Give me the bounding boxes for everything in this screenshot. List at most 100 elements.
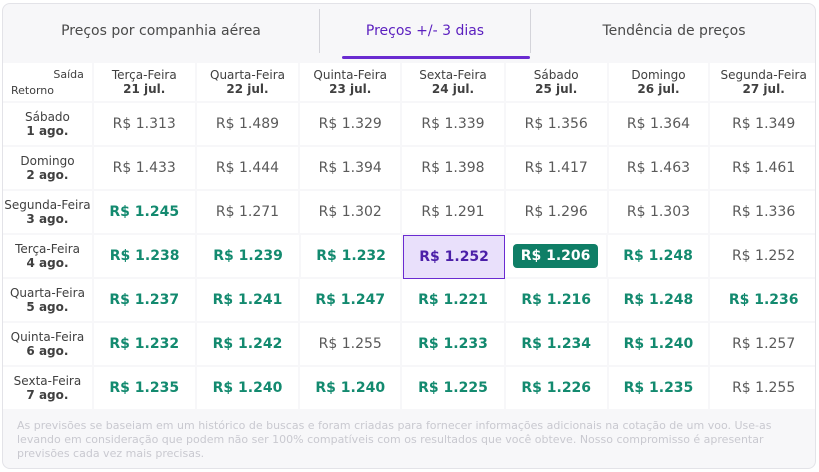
price-cell[interactable]: R$ 1.221 xyxy=(402,279,504,321)
price-cell[interactable]: R$ 1.313 xyxy=(93,103,195,145)
return-date-row: Terça-Feira 4 ago. R$ 1.238 R$ 1.239 R$ 1.23… xyxy=(3,235,815,279)
weekday-label: Quinta-Feira xyxy=(10,330,85,344)
departure-date-header: Quarta-Feira 22 jul. xyxy=(196,63,299,101)
price-cell[interactable]: R$ 1.240 xyxy=(608,323,709,365)
price-cell[interactable]: R$ 1.240 xyxy=(196,367,299,409)
weekday-label: Domingo xyxy=(631,68,686,82)
price-cell[interactable]: R$ 1.364 xyxy=(608,103,709,145)
price-cell[interactable]: R$ 1.329 xyxy=(300,103,401,145)
price-cell[interactable]: R$ 1.356 xyxy=(505,103,607,145)
departure-date-header: Domingo 26 jul. xyxy=(608,63,709,101)
departure-date-header: Quinta-Feira 23 jul. xyxy=(300,63,401,101)
price-cell[interactable]: R$ 1.248 xyxy=(608,279,709,321)
tab-bar: Preços por companhia aérea Preços +/- 3 … xyxy=(3,4,815,59)
price-cell[interactable]: R$ 1.238 xyxy=(94,235,196,277)
price-cell[interactable]: R$ 1.248 xyxy=(608,235,709,277)
weekday-label: Domingo xyxy=(20,154,75,168)
price-cell[interactable]: R$ 1.240 xyxy=(300,367,401,409)
tab-prices-by-airline[interactable]: Preços por companhia aérea xyxy=(61,23,261,39)
price-cell[interactable]: R$ 1.234 xyxy=(505,323,607,365)
departure-date-header: Sábado 25 jul. xyxy=(505,63,607,101)
weekday-label: Sexta-Feira xyxy=(13,374,82,388)
price-cell[interactable]: R$ 1.225 xyxy=(402,367,504,409)
price-calendar-card: Preços por companhia aérea Preços +/- 3 … xyxy=(2,3,816,469)
weekday-label: Terça-Feira xyxy=(111,68,177,82)
price-cell[interactable]: R$ 1.461 xyxy=(710,147,815,189)
price-cell[interactable]: R$ 1.233 xyxy=(402,323,504,365)
price-cell[interactable]: R$ 1.255 xyxy=(710,367,815,409)
weekday-label: Quarta-Feira xyxy=(9,286,85,300)
price-grid: Saída Retorno Terça-Feira 21 jul. Quarta-F… xyxy=(3,63,815,411)
return-date-header: Sexta-Feira 7 ago. xyxy=(3,367,92,409)
price-cell[interactable]: R$ 1.232 xyxy=(93,323,195,365)
price-cell[interactable]: R$ 1.257 xyxy=(710,323,815,365)
price-cell[interactable]: R$ 1.296 xyxy=(505,191,607,233)
price-cell[interactable]: R$ 1.444 xyxy=(196,147,299,189)
price-cell[interactable]: R$ 1.247 xyxy=(300,279,401,321)
tab-price-trend[interactable]: Tendência de preços xyxy=(602,23,746,39)
date-label: 6 ago. xyxy=(26,344,69,358)
price-cell[interactable]: R$ 1.433 xyxy=(93,147,195,189)
date-label: 7 ago. xyxy=(26,388,69,402)
date-label: 27 jul. xyxy=(742,82,785,96)
date-label: 26 jul. xyxy=(637,82,680,96)
price-cell[interactable]: R$ 1.463 xyxy=(608,147,709,189)
header-row: Saída Retorno Terça-Feira 21 jul. Quarta-F… xyxy=(3,63,815,103)
date-label: 24 jul. xyxy=(431,82,475,96)
return-date-header: Terça-Feira 4 ago. xyxy=(3,235,93,277)
date-label: 3 ago. xyxy=(26,212,69,226)
price-cell[interactable]: R$ 1.236 xyxy=(710,279,815,321)
price-cell[interactable]: R$ 1.237 xyxy=(93,279,195,321)
return-axis-label: Retorno xyxy=(11,84,54,97)
departure-date-header: Sexta-Feira 24 jul. xyxy=(402,63,504,101)
price-cell[interactable]: R$ 1.252 xyxy=(710,235,815,277)
date-label: 25 jul. xyxy=(535,82,578,96)
tab-prices-plus-minus-3-days[interactable]: Preços +/- 3 dias xyxy=(319,9,531,59)
tab-label: Preços +/- 3 dias xyxy=(365,23,485,39)
cheapest-price-cell[interactable]: R$ 1.206 xyxy=(505,235,607,277)
weekday-label: Segunda-Feira xyxy=(4,198,91,212)
price-cell[interactable]: R$ 1.336 xyxy=(710,191,815,233)
price-cell[interactable]: R$ 1.245 xyxy=(93,191,195,233)
return-date-row: Quinta-Feira 6 ago. R$ 1.232 R$ 1.242 R$ 1.2… xyxy=(3,323,815,367)
departure-axis-label: Saída xyxy=(53,68,84,81)
price-cell[interactable]: R$ 1.226 xyxy=(505,367,607,409)
return-date-header: Domingo 2 ago. xyxy=(3,147,92,189)
date-label: 4 ago. xyxy=(26,256,69,270)
price-cell[interactable]: R$ 1.242 xyxy=(196,323,299,365)
date-label: 5 ago. xyxy=(26,300,69,314)
return-date-row: Domingo 2 ago. R$ 1.433 R$ 1.444 R$ 1.394 R$ … xyxy=(3,147,815,191)
departure-date-header: Terça-Feira 21 jul. xyxy=(93,63,195,101)
departure-date-header: Segunda-Feira 27 jul. xyxy=(710,63,815,101)
price-cell[interactable]: R$ 1.271 xyxy=(196,191,299,233)
date-label: 23 jul. xyxy=(329,82,372,96)
price-cell[interactable]: R$ 1.303 xyxy=(608,191,709,233)
active-tab-indicator xyxy=(342,56,530,59)
price-cell[interactable]: R$ 1.417 xyxy=(505,147,607,189)
price-cell[interactable]: R$ 1.235 xyxy=(608,367,709,409)
cheapest-price-badge: R$ 1.206 xyxy=(512,244,599,268)
date-label: 1 ago. xyxy=(26,124,69,138)
date-label: 22 jul. xyxy=(226,82,269,96)
price-cell[interactable]: R$ 1.232 xyxy=(301,235,402,277)
price-cell[interactable]: R$ 1.241 xyxy=(196,279,299,321)
selected-price-cell[interactable]: R$ 1.252 xyxy=(403,235,506,279)
weekday-label: Terça-Feira xyxy=(15,242,80,256)
price-cell[interactable]: R$ 1.398 xyxy=(402,147,504,189)
price-cell[interactable]: R$ 1.339 xyxy=(402,103,504,145)
return-date-row: Sexta-Feira 7 ago. R$ 1.235 R$ 1.240 R$ 1.24… xyxy=(3,367,815,411)
return-date-header: Quinta-Feira 6 ago. xyxy=(3,323,92,365)
date-label: 21 jul. xyxy=(123,82,166,96)
weekday-label: Quarta-Feira xyxy=(210,68,285,82)
weekday-label: Segunda-Feira xyxy=(720,68,807,82)
price-cell[interactable]: R$ 1.394 xyxy=(300,147,401,189)
price-cell[interactable]: R$ 1.216 xyxy=(505,279,607,321)
price-cell[interactable]: R$ 1.302 xyxy=(300,191,401,233)
price-cell[interactable]: R$ 1.255 xyxy=(300,323,401,365)
price-cell[interactable]: R$ 1.291 xyxy=(402,191,504,233)
price-cell[interactable]: R$ 1.235 xyxy=(93,367,195,409)
return-date-header: Segunda-Feira 3 ago. xyxy=(3,191,92,233)
price-cell[interactable]: R$ 1.239 xyxy=(197,235,300,277)
price-cell[interactable]: R$ 1.489 xyxy=(196,103,299,145)
price-cell[interactable]: R$ 1.349 xyxy=(710,103,815,145)
